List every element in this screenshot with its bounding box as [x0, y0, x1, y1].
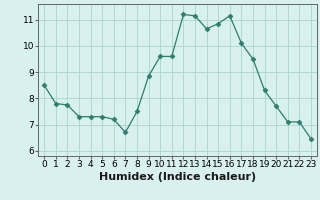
X-axis label: Humidex (Indice chaleur): Humidex (Indice chaleur) [99, 172, 256, 182]
